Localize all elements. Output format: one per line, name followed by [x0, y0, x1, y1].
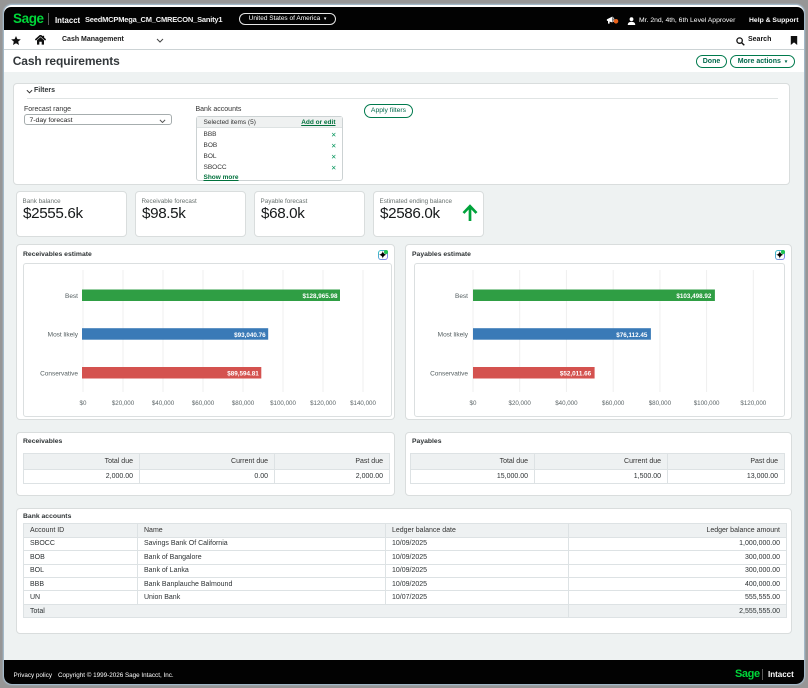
svg-text:Conservative: Conservative [40, 370, 78, 377]
svg-text:$89,594.81: $89,594.81 [227, 371, 259, 378]
svg-text:Conservative: Conservative [430, 370, 468, 377]
svg-text:$20,000: $20,000 [509, 400, 532, 407]
svg-text:$128,965.98: $128,965.98 [302, 293, 338, 300]
svg-text:Best: Best [65, 293, 78, 300]
svg-text:$103,498.92: $103,498.92 [676, 293, 712, 300]
svg-text:$120,000: $120,000 [740, 400, 766, 407]
svg-text:$100,000: $100,000 [694, 400, 720, 407]
svg-text:$40,000: $40,000 [152, 400, 175, 407]
svg-text:$52,011.66: $52,011.66 [560, 371, 592, 378]
svg-text:Best: Best [455, 293, 468, 300]
svg-text:$80,000: $80,000 [649, 400, 672, 407]
svg-text:Most likely: Most likely [438, 332, 469, 339]
svg-text:$80,000: $80,000 [232, 400, 255, 407]
svg-text:$93,040.76: $93,040.76 [234, 332, 266, 339]
svg-text:$60,000: $60,000 [602, 400, 625, 407]
svg-text:$100,000: $100,000 [270, 400, 296, 407]
svg-text:$0: $0 [80, 400, 87, 407]
svg-text:$20,000: $20,000 [112, 400, 135, 407]
svg-text:$60,000: $60,000 [192, 400, 215, 407]
svg-text:$120,000: $120,000 [310, 400, 336, 407]
svg-text:$140,000: $140,000 [350, 400, 376, 407]
svg-text:$0: $0 [470, 400, 477, 407]
svg-text:$76,112.45: $76,112.45 [616, 332, 648, 339]
svg-text:$40,000: $40,000 [555, 400, 578, 407]
svg-text:Most likely: Most likely [48, 332, 79, 339]
